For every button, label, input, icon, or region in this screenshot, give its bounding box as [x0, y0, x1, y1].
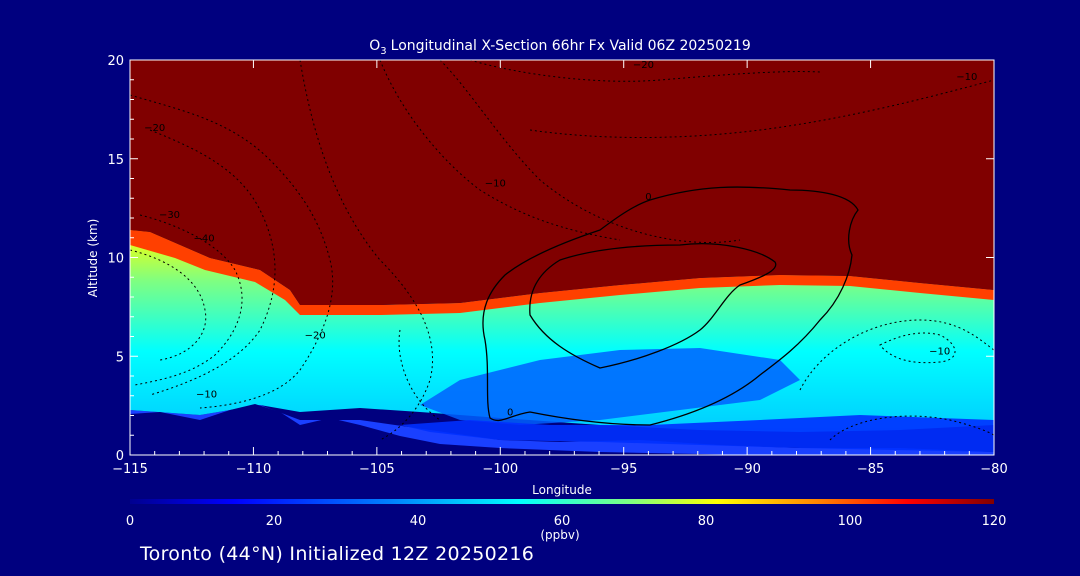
ozone-field [130, 60, 994, 455]
x-tick-label: −85 [857, 462, 884, 477]
contour-label: −10 [196, 390, 217, 401]
y-tick-label: 0 [116, 449, 124, 464]
x-tick-label: −80 [980, 462, 1007, 477]
tropopause-fringe [130, 230, 994, 315]
y-tick-label: 5 [116, 350, 124, 365]
colorbar-tick-label: 20 [266, 514, 283, 529]
colorbar-tick-label: 80 [698, 514, 715, 529]
y-tick-label: 20 [107, 54, 124, 69]
contour-labels: −20 −30 −40 −20 −10 −10 −20 −10 −10 0 0 [144, 60, 977, 419]
terrain [130, 404, 750, 455]
x-tick-label: −95 [610, 462, 637, 477]
y-axis-label: Altitude (km) [86, 219, 100, 298]
contour-label: 0 [507, 408, 513, 419]
colorbar-tick-label: 120 [982, 514, 1007, 529]
x-tick-label: −115 [112, 462, 148, 477]
negative-contours [130, 60, 994, 441]
contour-label: −30 [159, 210, 180, 221]
y-axis: 0 5 10 15 20 [107, 54, 994, 464]
contour-label: −10 [956, 72, 977, 83]
contour-label: 0 [645, 192, 651, 203]
x-tick-label: −105 [359, 462, 395, 477]
colorbar-tick-label: 60 [554, 514, 571, 529]
colorbar [130, 499, 994, 504]
contour-label: −20 [633, 60, 654, 71]
mid-blue-region [420, 348, 800, 425]
contour-label: −10 [929, 346, 950, 357]
zero-contours [482, 186, 859, 426]
stratosphere-layer [130, 60, 994, 305]
colorbar-ticks: 0 20 40 60 80 100 120 [126, 514, 1007, 529]
colorbar-label: (ppbv) [540, 528, 579, 542]
x-tick-label: −90 [733, 462, 760, 477]
colorbar-tick-label: 0 [126, 514, 134, 529]
x-tick-label: −110 [236, 462, 272, 477]
x-axis-label: Longitude [532, 483, 592, 497]
contour-label: −20 [305, 330, 326, 341]
contour-label: −20 [144, 123, 165, 134]
contour-label: −40 [194, 234, 215, 245]
x-axis: −115 −110 −105 −100 −95 −90 −85 −80 [112, 60, 1008, 477]
contour-label: −10 [485, 178, 506, 189]
colorbar-tick-label: 40 [410, 514, 427, 529]
chart-title: O3 Longitudinal X-Section 66hr Fx Valid 0… [369, 38, 751, 57]
y-tick-label: 10 [107, 252, 124, 267]
lower-blue-region [400, 415, 994, 452]
y-tick-label: 15 [107, 153, 124, 168]
colorbar-tick-label: 100 [838, 514, 863, 529]
footer-info: Toronto (44°N) Initialized 12Z 20250216 [140, 543, 535, 565]
x-tick-label: −100 [482, 462, 518, 477]
